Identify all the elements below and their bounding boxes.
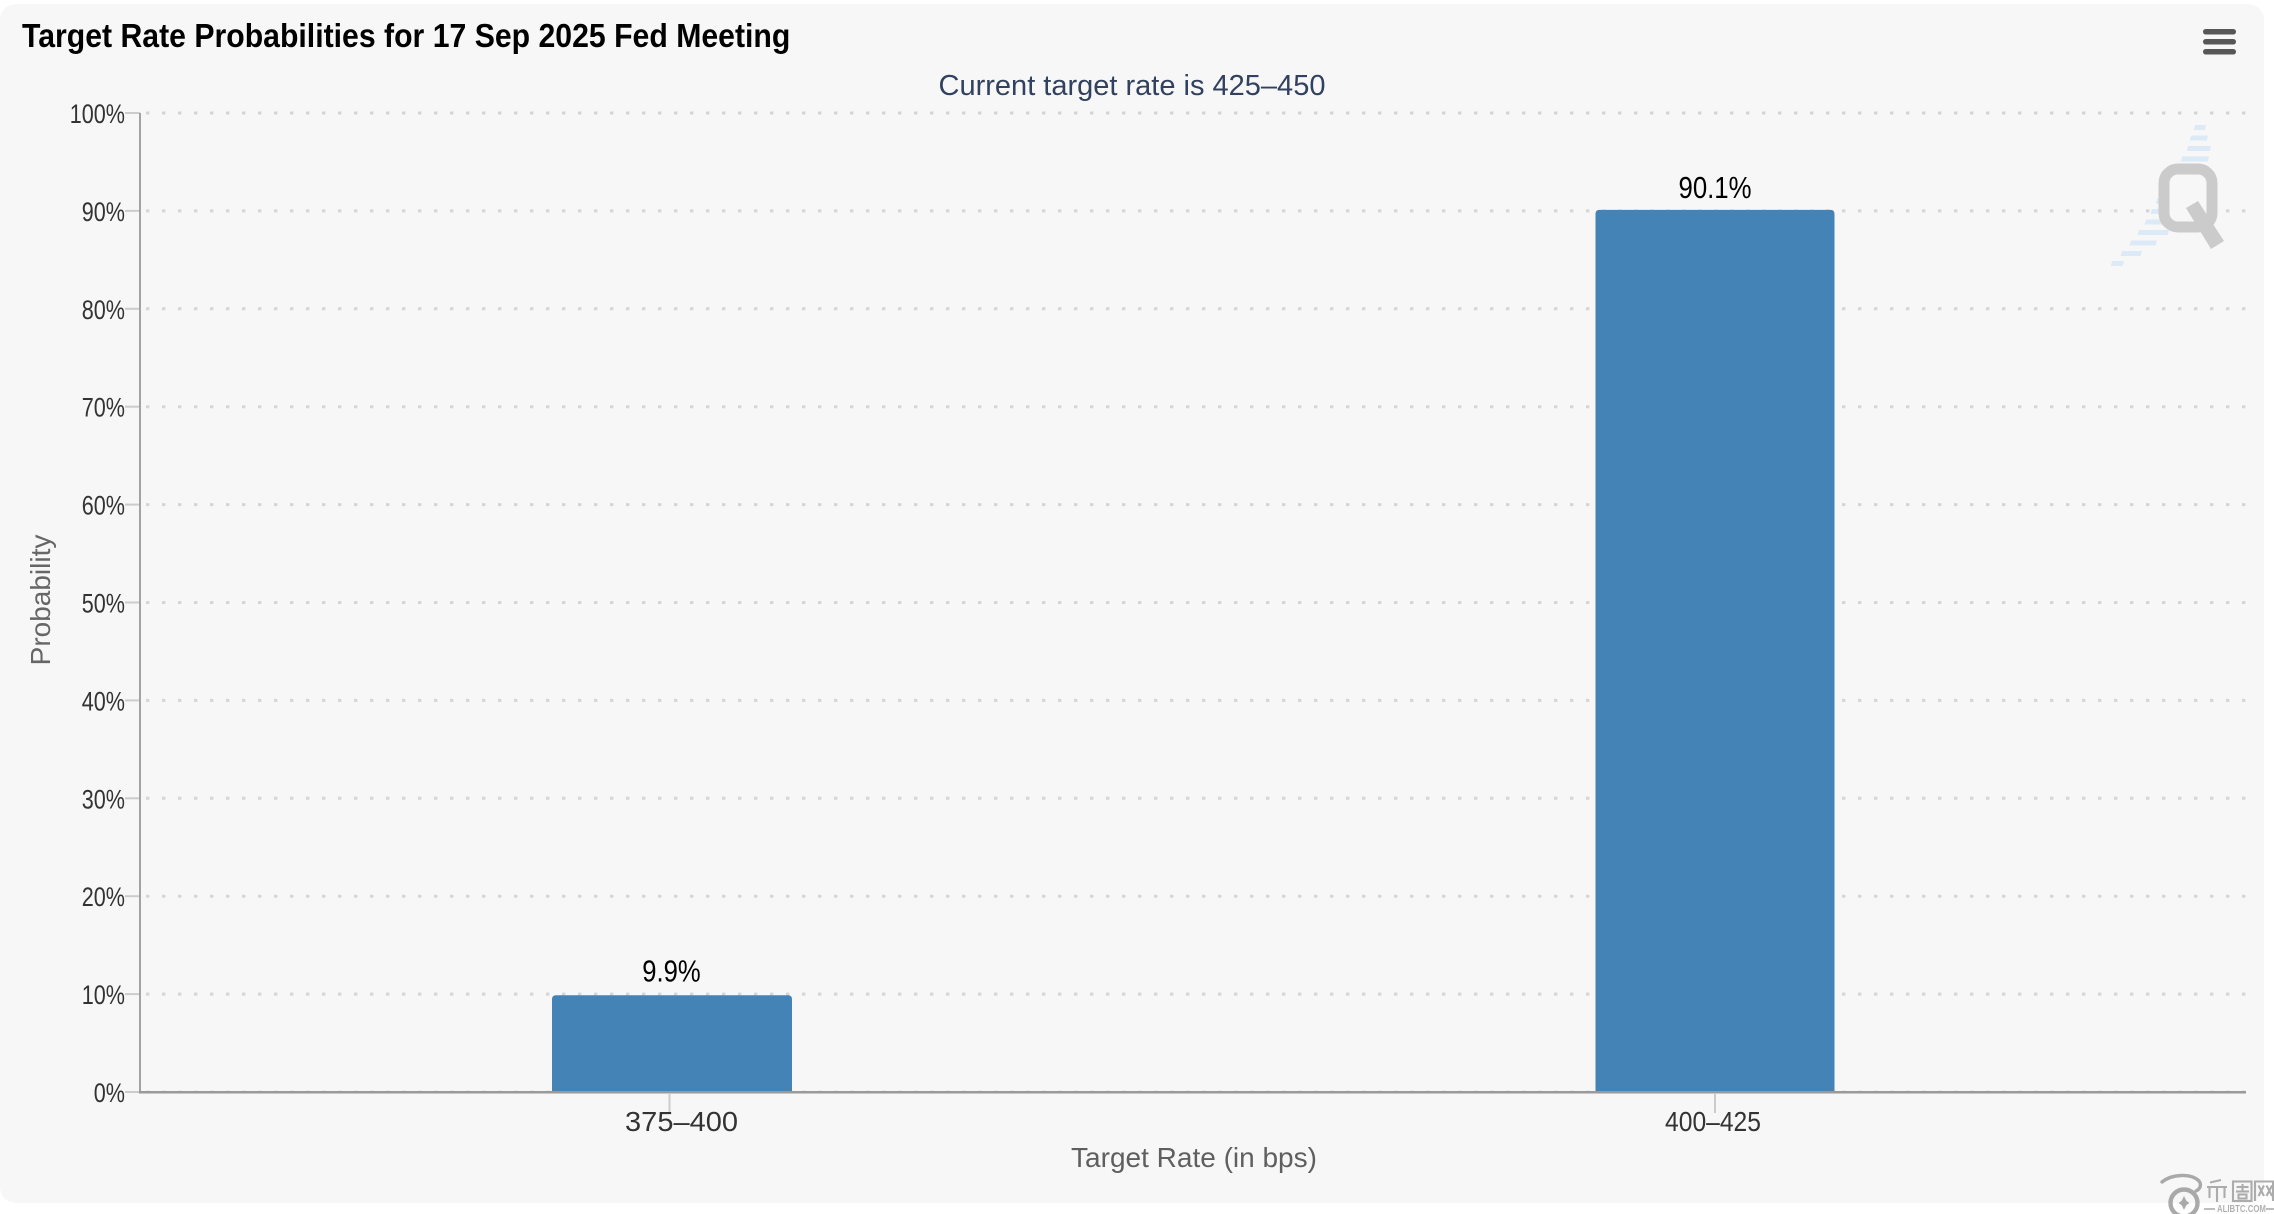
svg-text:0%: 0%: [94, 1079, 125, 1109]
svg-text:40%: 40%: [82, 687, 125, 717]
svg-text:ALIBTC.COM: ALIBTC.COM: [2217, 1203, 2266, 1214]
svg-text:Target Rate Probabilities for: Target Rate Probabilities for 17 Sep 202…: [22, 17, 790, 55]
svg-text:60%: 60%: [82, 491, 125, 521]
svg-text:10%: 10%: [82, 981, 125, 1011]
svg-text:80%: 80%: [82, 296, 125, 326]
svg-text:400–425: 400–425: [1665, 1106, 1761, 1138]
svg-text:20%: 20%: [82, 883, 125, 913]
svg-text:Probability: Probability: [25, 535, 56, 666]
svg-text:90.1%: 90.1%: [1678, 170, 1751, 205]
svg-text:Target Rate (in bps): Target Rate (in bps): [1071, 1142, 1317, 1173]
svg-text:9.9%: 9.9%: [642, 954, 700, 988]
svg-text:Current target rate is 425–450: Current target rate is 425–450: [939, 70, 1326, 102]
svg-text:375–400: 375–400: [625, 1106, 738, 1137]
svg-text:50%: 50%: [82, 589, 125, 619]
svg-text:90%: 90%: [82, 198, 125, 228]
svg-text:100%: 100%: [70, 100, 125, 130]
svg-text:70%: 70%: [82, 394, 125, 424]
svg-text:30%: 30%: [82, 785, 125, 815]
